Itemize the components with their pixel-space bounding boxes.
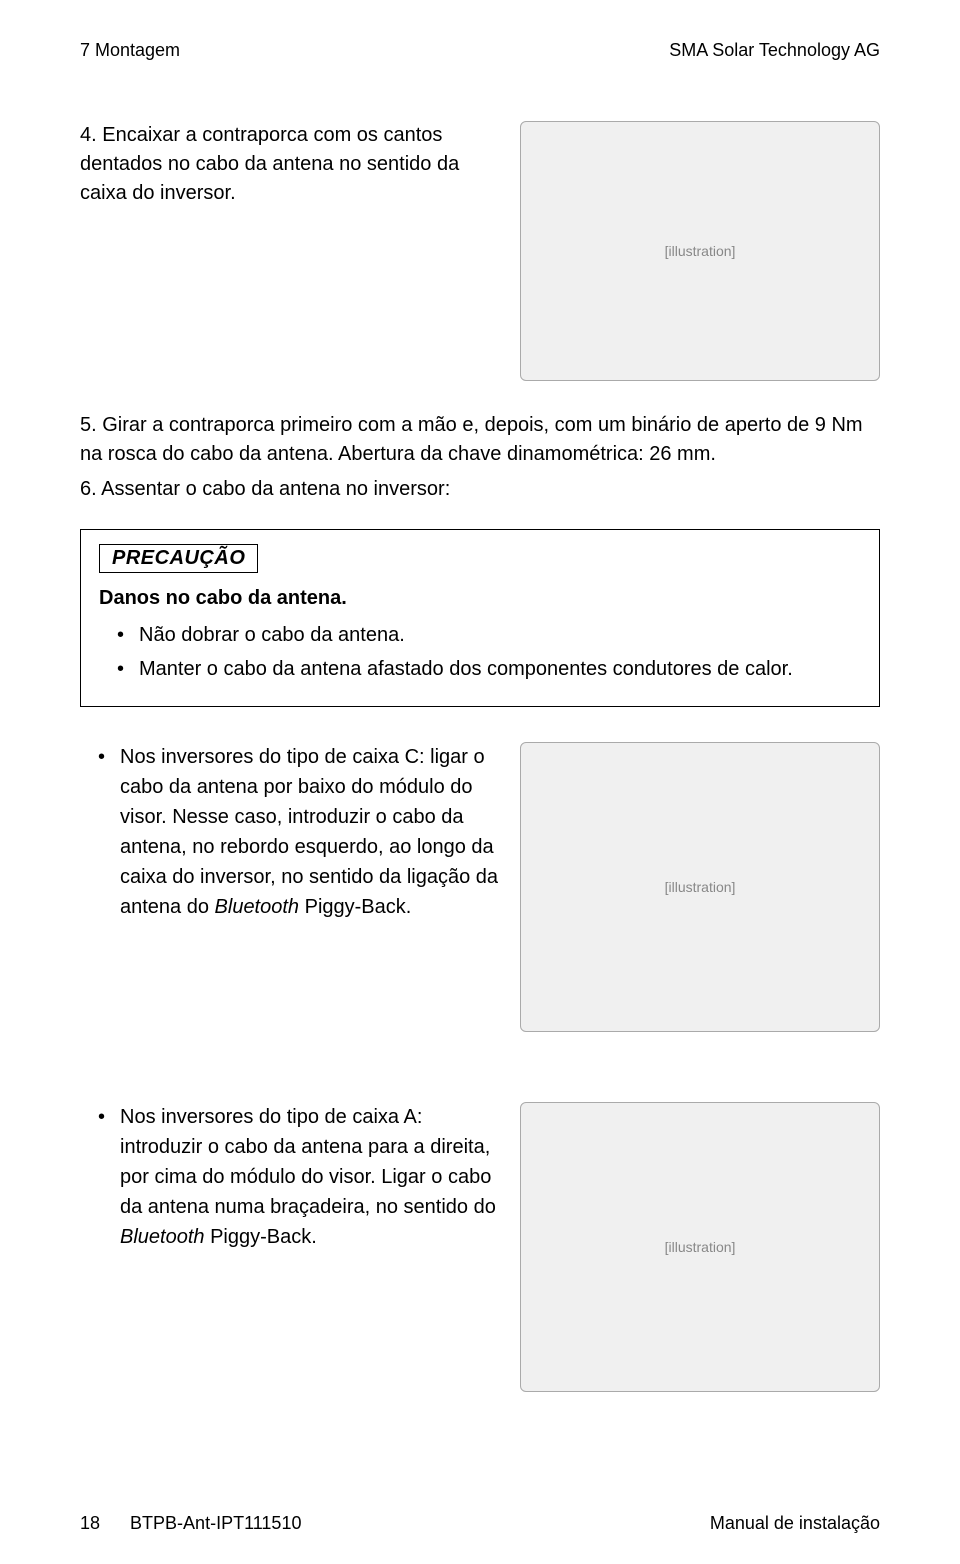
bullet-c-italic: Bluetooth [215,896,300,918]
step-4-figure: [illustration] [520,121,880,381]
bullet-a-figure: [illustration] [520,1102,880,1392]
step-6-text: 6. Assentar o cabo da antena no inversor… [80,475,880,504]
running-header: 7 Montagem SMA Solar Technology AG [80,40,880,61]
caution-subtitle: Danos no cabo da antena. [99,587,861,610]
footer-title: Manual de instalação [710,1513,880,1534]
caution-item: Manter o cabo da antena afastado dos com… [117,654,861,684]
bullet-a-row: Nos inversores do tipo de caixa A: intro… [80,1102,880,1392]
header-company: SMA Solar Technology AG [669,40,880,61]
bullet-c-post: Piggy-Back. [299,896,411,918]
bullet-c-pre: Nos inversores do tipo de caixa C: ligar… [120,746,498,918]
footer-left: 18 BTPB-Ant-IPT111510 [80,1513,301,1534]
bullet-c-text: Nos inversores do tipo de caixa C: ligar… [80,742,500,922]
bullet-c-figure: [illustration] [520,742,880,1032]
bullet-c-row: Nos inversores do tipo de caixa C: ligar… [80,742,880,1032]
caution-callout: PRECAUÇÃO Danos no cabo da antena. Não d… [80,529,880,707]
caution-title: PRECAUÇÃO [99,544,258,573]
footer-doc-id: BTPB-Ant-IPT111510 [130,1513,301,1533]
bullet-a-pre: Nos inversores do tipo de caixa A: intro… [120,1106,496,1218]
figure-placeholder-icon: [illustration] [520,121,880,381]
page-footer: 18 BTPB-Ant-IPT111510 Manual de instalaç… [80,1513,880,1534]
step-4-row: 4. Encaixar a contraporca com os cantos … [80,121,880,381]
figure-placeholder-icon: [illustration] [520,1102,880,1392]
bullet-a-text: Nos inversores do tipo de caixa A: intro… [80,1102,500,1252]
caution-item: Não dobrar o cabo da antena. [117,620,861,650]
bullet-a-italic: Bluetooth [120,1226,205,1248]
page: 7 Montagem SMA Solar Technology AG 4. En… [0,0,960,1564]
step-4-text: 4. Encaixar a contraporca com os cantos … [80,121,500,208]
step-5-text: 5. Girar a contraporca primeiro com a mã… [80,411,880,469]
footer-page-number: 18 [80,1513,100,1533]
figure-placeholder-icon: [illustration] [520,742,880,1032]
header-section: 7 Montagem [80,40,180,61]
bullet-a-post: Piggy-Back. [205,1226,317,1248]
caution-list: Não dobrar o cabo da antena. Manter o ca… [99,620,861,684]
